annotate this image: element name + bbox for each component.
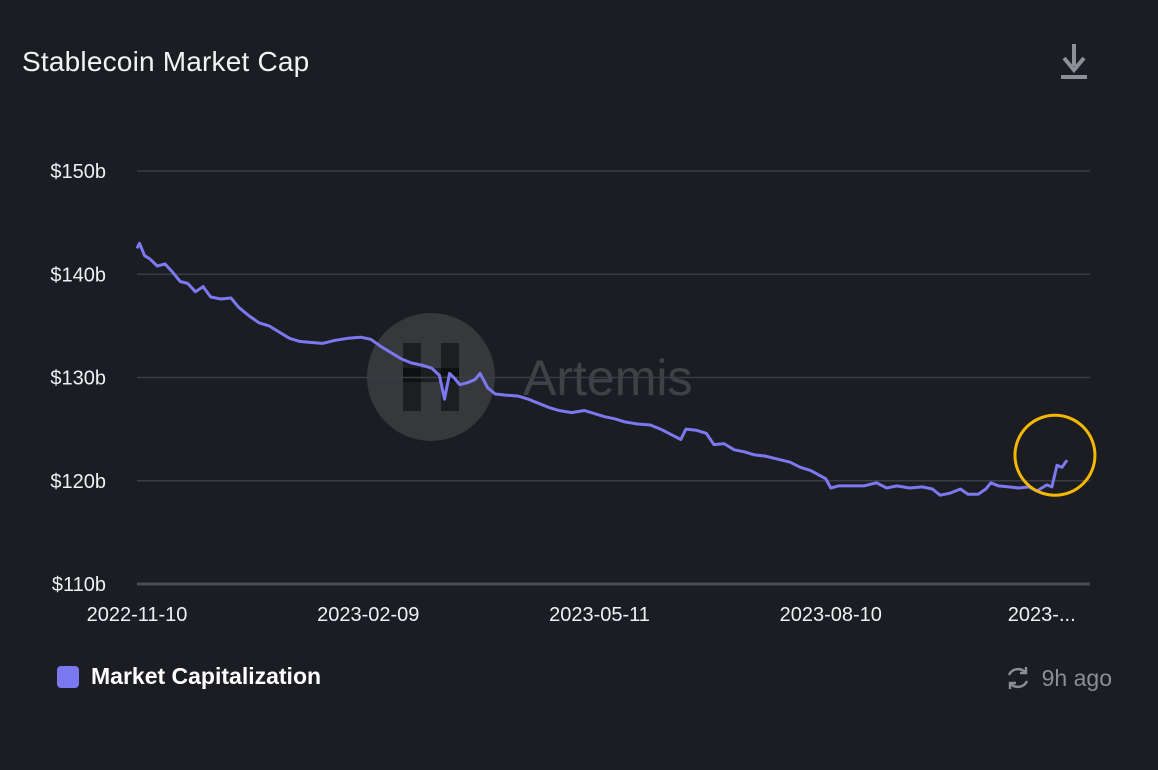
x-tick-label: 2023-02-09 xyxy=(317,604,419,626)
download-icon[interactable] xyxy=(1058,42,1090,84)
y-tick-label: $110b xyxy=(52,574,106,596)
chart-title: Stablecoin Market Cap xyxy=(22,46,310,77)
y-tick-label: $150b xyxy=(50,161,106,183)
x-tick-label: 2023-05-11 xyxy=(549,604,650,626)
updated-text: 9h ago xyxy=(1041,664,1112,691)
x-tick-label: 2023-... xyxy=(1008,604,1076,626)
series-line-market-capitalization[interactable] xyxy=(135,241,1069,497)
y-tick-label: $130b xyxy=(50,368,106,390)
y-tick-label: $120b xyxy=(50,471,106,493)
x-tick-label: 2022-11-10 xyxy=(87,604,188,626)
x-tick-label: 2023-08-10 xyxy=(780,604,882,626)
last-updated: 9h ago xyxy=(1004,664,1112,692)
y-tick-label: $140b xyxy=(50,264,106,286)
legend-swatch xyxy=(57,665,79,688)
refresh-icon[interactable] xyxy=(1004,664,1032,692)
legend-label: Market Capitalization xyxy=(91,663,322,689)
legend[interactable]: Market Capitalization xyxy=(57,663,321,690)
highlight-circle xyxy=(1013,413,1097,497)
